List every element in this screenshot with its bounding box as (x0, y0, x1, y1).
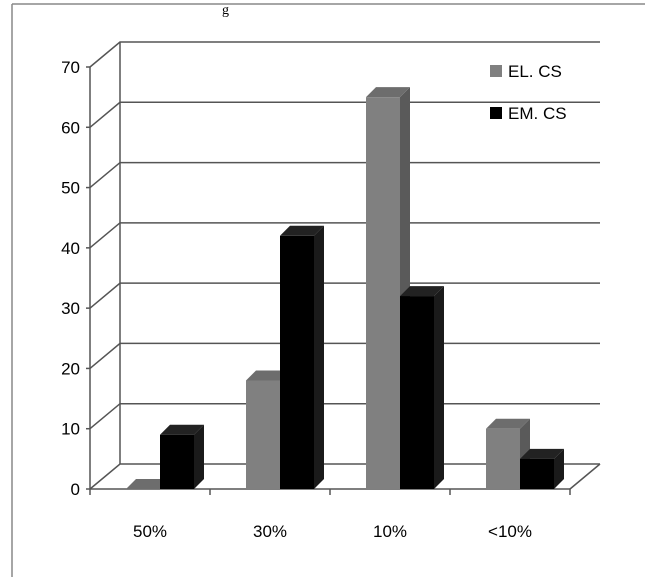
gridline (89, 222, 600, 249)
bar (400, 286, 444, 489)
bar-top-face (400, 286, 444, 297)
x-tick-label: 10% (373, 522, 407, 541)
y-tick-label: 40 (61, 239, 80, 258)
y-tick-label: 60 (61, 118, 80, 137)
bar-top-face (280, 225, 324, 236)
bar-front-face (520, 458, 554, 489)
bar-front-face (400, 296, 434, 489)
gridline (89, 282, 600, 309)
bar-front-face (486, 428, 520, 489)
y-tick-label: 30 (61, 299, 80, 318)
tick-labels: 0 10 20 30 40 50 60 70 50% 30% 10% <10% (61, 58, 532, 541)
bar-front-face (246, 380, 280, 489)
y-tick-label: 0 (71, 480, 80, 499)
bar-top-face (160, 424, 204, 435)
y-tick-label: 20 (61, 359, 80, 378)
legend: EL. CS EM. CS (490, 62, 567, 123)
bars (126, 87, 564, 490)
floor-right-edge (569, 463, 601, 490)
bar-side-face (434, 286, 444, 489)
gridline (89, 342, 600, 370)
bar-side-face (194, 424, 204, 489)
legend-swatch (490, 107, 502, 119)
legend-swatch (490, 65, 502, 77)
gridline (89, 161, 600, 189)
bar-top-face (520, 448, 564, 459)
bar (126, 479, 170, 489)
x-tick-label: 50% (133, 522, 167, 541)
y-tick-label: 70 (61, 58, 80, 77)
legend-label: EM. CS (508, 104, 567, 123)
bar-side-face (554, 448, 564, 489)
bar (280, 225, 324, 490)
bar-top-face (246, 370, 290, 381)
y-tick-label: 10 (61, 420, 80, 439)
x-tick-label: 30% (253, 522, 287, 541)
bar-front-face (280, 235, 314, 489)
bar-top-face (366, 87, 410, 98)
y-tick-label: 50 (61, 179, 80, 198)
bar-front-face (160, 434, 194, 489)
bar-top-face (486, 418, 530, 429)
bar-top-face (126, 479, 170, 489)
bar-front-face (366, 97, 400, 490)
legend-label: EL. CS (508, 62, 562, 81)
x-tick-label: <10% (488, 522, 532, 541)
bar (160, 424, 204, 489)
bar (520, 448, 564, 489)
bar-side-face (314, 225, 324, 490)
header-fragment: g (222, 3, 229, 18)
